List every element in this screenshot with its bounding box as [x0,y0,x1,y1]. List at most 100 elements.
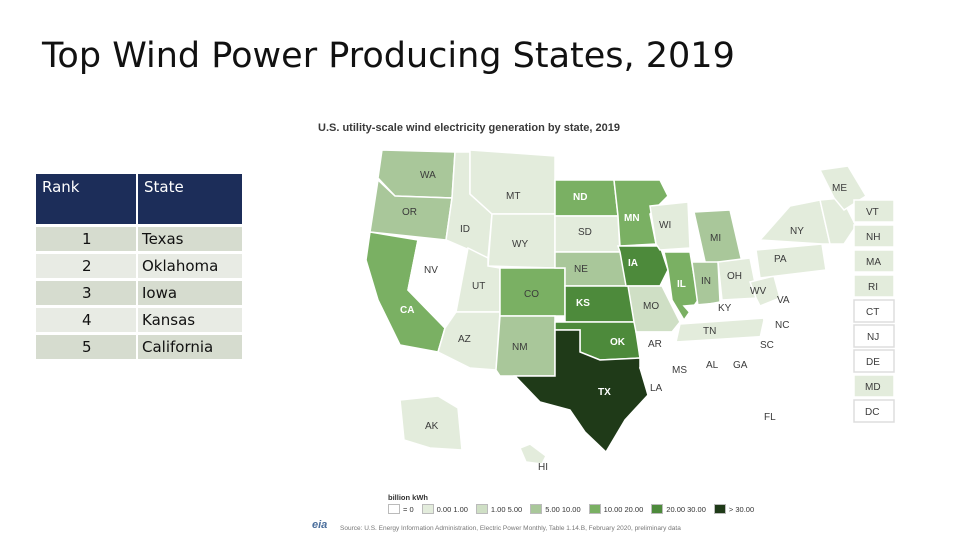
state-label: WI [659,220,671,231]
legend-swatch [530,504,543,514]
state-label: NM [512,342,528,353]
state-label: IA [628,258,638,269]
legend-label: 10.00 20.00 [603,504,644,514]
legend-label: 1.00 5.00 [490,504,523,514]
state-box-ct [853,299,895,323]
state-box-md [853,374,895,398]
rank-cell: 2 [36,251,138,278]
state-ia [616,245,669,287]
table-row: 5 California [36,332,242,359]
rank-cell: 1 [36,224,138,251]
state-label: DE [866,357,880,368]
state-label: AK [425,421,439,432]
source-note: Source: U.S. Energy Information Administ… [340,525,681,532]
state-label: CO [524,289,539,300]
rank-cell: 3 [36,278,138,305]
state-wi [649,201,691,251]
map-legend: billion kWh = 0 0.00 1.00 1.00 5.00 5.00… [388,493,758,514]
state-label: ME [832,183,847,194]
legend-swatch [475,504,488,514]
legend-label: > 30.00 [728,504,755,514]
state-label: TX [598,387,611,398]
legend-label: = 0 [403,504,414,514]
state-label: NV [424,265,438,276]
state-label: HI [538,462,548,473]
state-label: MS [672,365,687,376]
state-label: ID [460,224,470,235]
state-label: FL [764,412,776,423]
state-tx [513,329,649,454]
table-row: 4 Kansas [36,305,242,332]
state-label: SC [760,340,774,351]
state-label: KS [576,298,590,309]
state-label: WV [750,286,766,297]
rank-table: Rank State 1 Texas 2 Oklahoma 3 Iowa 4 K… [36,174,242,359]
legend-title: billion kWh [388,493,428,502]
table-row: 2 Oklahoma [36,251,242,278]
legend-swatch [388,504,400,514]
table-row: 1 Texas [36,224,242,251]
state-label: RI [868,282,878,293]
state-label: DC [865,407,879,418]
state-label: MA [866,257,881,268]
state-label: MO [643,301,659,312]
state-label: WY [512,239,528,250]
state-label: UT [472,281,485,292]
state-label: NE [574,264,588,275]
state-label: MN [624,213,640,224]
state-ms [675,341,701,397]
state-la [638,367,687,405]
slide-title: Top Wind Power Producing States, 2019 [42,36,735,76]
state-mt [469,149,556,215]
legend-swatch [421,504,434,514]
rank-header: Rank [36,174,138,224]
state-label: NC [775,320,789,331]
state-cell: Iowa [138,278,242,305]
legend-label: 5.00 10.00 [545,504,581,514]
state-tn [675,317,772,343]
state-box-vt [853,199,895,223]
state-label: VA [777,295,790,306]
state-il [663,251,699,322]
state-label: MD [865,382,881,393]
state-box-ma [853,249,895,273]
state-cell: California [138,332,242,359]
state-box-nh [853,224,895,248]
state-label: AZ [458,334,471,345]
state-ny [758,199,831,245]
state-label: OH [727,271,742,282]
state-label: WA [420,170,436,181]
state-label: AL [706,360,719,371]
table-row: 3 Iowa [36,278,242,305]
state-label: NH [866,232,880,243]
state-label: PA [774,254,787,265]
rank-cell: 5 [36,332,138,359]
state-label: KY [718,303,732,314]
state-label: CA [400,305,414,316]
state-label: IL [677,279,686,290]
state-pa [755,243,827,279]
state-label: AR [648,339,662,350]
legend-swatch [713,504,726,514]
state-label: TN [703,326,716,337]
state-label: SD [578,227,592,238]
state-cell: Kansas [138,305,242,332]
eia-logo: eia [312,519,328,531]
state-label: ND [573,192,587,203]
state-hi [519,443,547,465]
rank-cell: 4 [36,305,138,332]
state-va [759,289,828,321]
state-fl [711,387,805,458]
state-label: OR [402,207,417,218]
legend-swatch [588,504,601,514]
state-label: GA [733,360,748,371]
state-label: CT [866,307,879,318]
map-title: U.S. utility-scale wind electricity gene… [318,122,620,134]
state-label: LA [650,383,663,394]
legend-swatch [651,504,664,514]
state-label: NY [790,226,804,237]
legend-label: 20.00 30.00 [666,504,706,514]
state-box-dc [853,399,895,423]
state-ne [554,251,629,287]
